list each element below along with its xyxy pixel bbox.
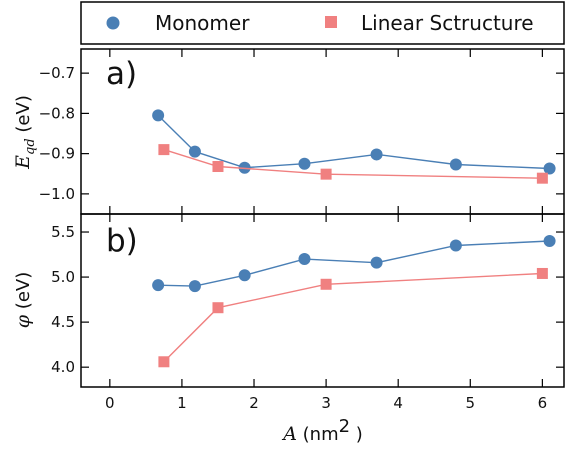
- panel-b-point-linear: [320, 278, 332, 290]
- panel-b-point-monomer: [449, 239, 462, 252]
- legend-label-linear: Linear Sctructure: [361, 11, 534, 35]
- panel-a-label: a): [106, 56, 137, 92]
- panel-b-point-linear: [158, 356, 170, 368]
- panel-a-y-axis-label: Eqd (eV): [12, 95, 38, 170]
- panel-a-series-line-monomer: [157, 114, 550, 170]
- panel-b-point-monomer: [370, 256, 383, 269]
- panel-b-xtick-label: 2: [249, 394, 259, 412]
- panel-b: b) 4.0 4.5 5.0 5.5 0 1 2 3 4 5 6 φ (eV) A (nm2 ): [12, 213, 565, 445]
- panel-b-point-monomer: [152, 279, 165, 292]
- panel-b-ytick-label: 5.5: [51, 223, 75, 241]
- legend: Monomer Linear Sctructure: [80, 1, 565, 45]
- panel-b-ytick-label: 4.5: [51, 313, 75, 331]
- panel-b-point-linear: [536, 267, 548, 279]
- panel-b-frame: [80, 213, 565, 388]
- panel-b-y-axis: 4.0 4.5 5.0 5.5: [51, 223, 564, 376]
- panel-b-ytick-label: 5.0: [51, 268, 75, 286]
- panel-a-point-monomer: [188, 145, 201, 158]
- panel-a-series-line-linear: [163, 148, 543, 179]
- panel-b-xtick-label: 1: [177, 394, 187, 412]
- panel-b-series-line-monomer: [158, 240, 550, 287]
- panel-a-y-axis: −0.7 −0.8 −0.9 −1.0: [39, 64, 564, 203]
- panel-b-xtick-label: 4: [393, 394, 403, 412]
- panel-b-point-monomer: [238, 269, 251, 282]
- panel-b-point-linear: [212, 302, 224, 314]
- panel-a-point-linear: [158, 144, 170, 156]
- panel-b-xtick-label: 5: [466, 394, 476, 412]
- panel-b-x-axis: 0 1 2 3 4 5 6: [105, 214, 547, 412]
- panel-a-point-monomer: [449, 158, 462, 171]
- legend-label-monomer: Monomer: [155, 11, 250, 35]
- panel-a-point-linear: [212, 161, 224, 173]
- legend-marker-monomer: [106, 16, 120, 30]
- panel-b-ytick-label: 4.0: [51, 358, 75, 376]
- panel-b-xtick-label: 3: [321, 394, 331, 412]
- panel-b-series-line-linear: [163, 272, 543, 363]
- panel-a-ytick-label: −1.0: [39, 185, 75, 203]
- panel-a-point-linear: [536, 172, 548, 184]
- panel-b-xtick-label: 0: [105, 394, 115, 412]
- panel-a-frame: [80, 48, 565, 215]
- panel-a-ytick-label: −0.9: [39, 145, 75, 163]
- panel-b-point-monomer: [188, 280, 201, 293]
- panel-a-plot-area: [152, 109, 556, 184]
- panel-b-label: b): [106, 223, 138, 259]
- panel-b-point-monomer: [543, 235, 556, 248]
- panel-a-ytick-label: −0.8: [39, 104, 75, 122]
- panel-a-point-monomer: [152, 109, 165, 122]
- legend-marker-linear: [325, 16, 337, 28]
- legend-frame: [80, 1, 565, 45]
- panel-a-point-monomer: [370, 148, 383, 161]
- panel-b-point-monomer: [298, 253, 311, 266]
- x-axis-label: A (nm2 ): [281, 416, 363, 445]
- panel-a-ytick-label: −0.7: [39, 64, 75, 82]
- panel-a-point-monomer: [543, 162, 556, 175]
- panel-b-y-axis-label: φ (eV): [12, 272, 34, 328]
- panel-a-point-monomer: [298, 157, 311, 170]
- panel-b-xtick-label: 6: [538, 394, 548, 412]
- panel-a-x-ticks: [109, 49, 543, 214]
- panel-a: a) −0.7 −0.8 −0.9 −1.0 Eqd (eV): [12, 48, 565, 215]
- panel-b-plot-area: [152, 235, 556, 368]
- panel-a-point-linear: [320, 168, 332, 180]
